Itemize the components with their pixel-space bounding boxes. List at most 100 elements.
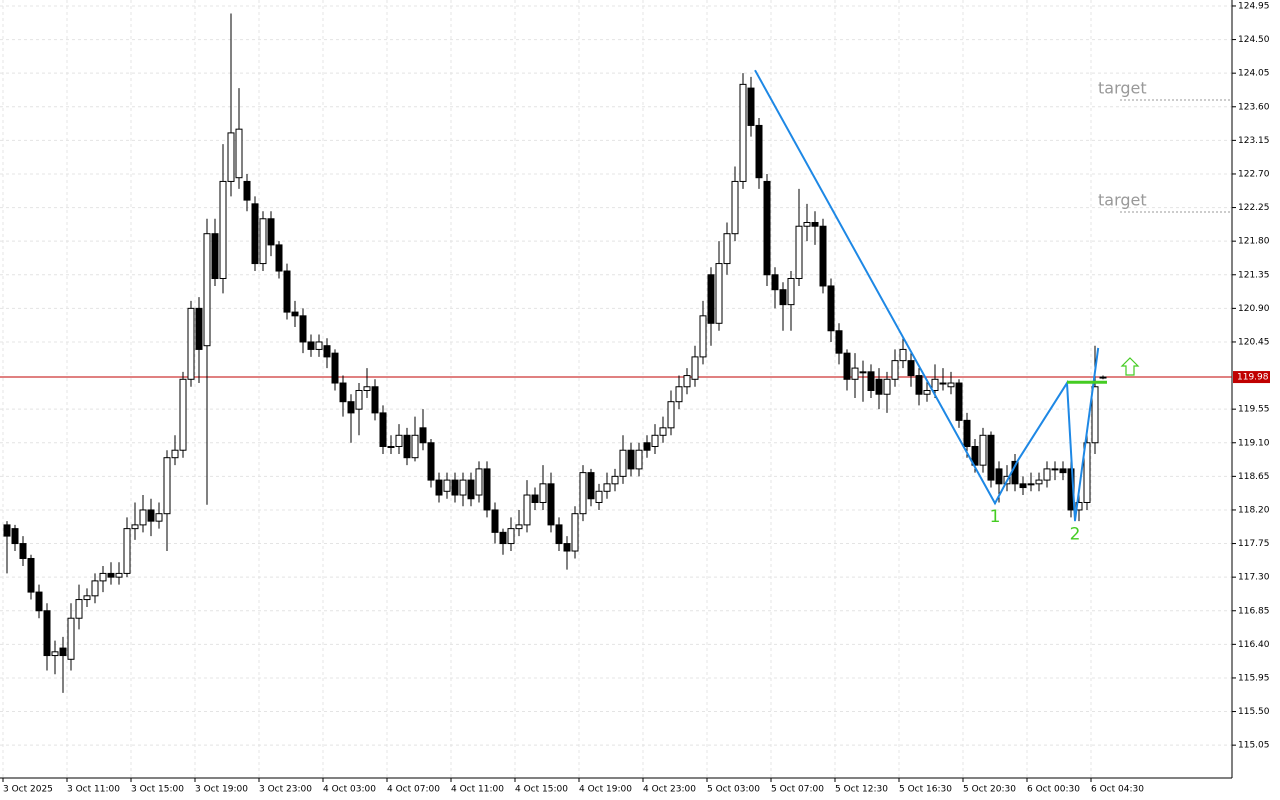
- candle-body: [891, 360, 899, 380]
- point-label: 2: [1070, 524, 1081, 544]
- candle-body: [443, 479, 451, 492]
- target-label: target: [1098, 191, 1147, 210]
- candle-body: [283, 270, 291, 313]
- candle-body: [411, 434, 419, 459]
- x-tick-label: 6 Oct 00:30: [1027, 785, 1080, 795]
- candle-body: [1027, 483, 1035, 486]
- x-tick-label: 5 Oct 16:30: [899, 785, 952, 795]
- candle-body: [835, 330, 843, 354]
- y-tick-label: 119.10: [1238, 438, 1270, 448]
- candle-body: [667, 401, 675, 429]
- candle-body: [987, 434, 995, 481]
- candle-body: [11, 528, 19, 545]
- candle-body: [307, 341, 315, 350]
- point-label: 1: [990, 507, 1001, 527]
- candle-body: [963, 419, 971, 447]
- x-tick-label: 5 Oct 20:30: [963, 785, 1016, 795]
- y-tick-label: 120.90: [1238, 304, 1270, 314]
- candle-body: [515, 524, 523, 530]
- x-tick-label: 3 Oct 11:00: [67, 785, 120, 795]
- candle-body: [723, 233, 731, 265]
- y-tick-label: 115.05: [1238, 741, 1270, 751]
- candle-body: [1035, 479, 1043, 485]
- candle-body: [1059, 468, 1067, 474]
- candle-body: [947, 382, 955, 388]
- y-tick-label: 124.95: [1238, 1, 1270, 11]
- candle-body: [467, 479, 475, 500]
- y-tick-label: 120.45: [1238, 337, 1270, 347]
- last-price-box: [1233, 371, 1270, 384]
- candle-body: [83, 595, 91, 601]
- candle-body: [107, 572, 115, 578]
- candle-body: [195, 307, 203, 350]
- candle-body: [867, 371, 875, 391]
- y-tick-label: 119.55: [1238, 405, 1270, 415]
- x-tick-label: 4 Oct 11:00: [451, 785, 504, 795]
- y-tick-label: 115.95: [1238, 673, 1270, 683]
- candle-body: [923, 389, 931, 395]
- candle-body: [435, 479, 443, 496]
- candle-body: [187, 307, 195, 380]
- y-tick-label: 121.35: [1238, 270, 1270, 280]
- candle-body: [299, 315, 307, 343]
- y-tick-label: 124.50: [1238, 35, 1270, 45]
- candle-body: [1099, 376, 1107, 379]
- candle-body: [1043, 468, 1051, 481]
- candle-body: [539, 483, 547, 503]
- candle-body: [1083, 442, 1091, 503]
- candle-body: [227, 132, 235, 182]
- candle-body: [907, 360, 915, 377]
- candle-body: [731, 180, 739, 235]
- candle-body: [427, 442, 435, 481]
- candle-body: [635, 449, 643, 470]
- candle-body: [243, 180, 251, 201]
- pattern-line: [754, 69, 1100, 521]
- candle-body: [1019, 483, 1027, 489]
- candle-body: [819, 225, 827, 287]
- y-tick-label: 122.25: [1238, 203, 1270, 213]
- candle-body: [355, 389, 363, 410]
- candle-body: [547, 483, 555, 526]
- candle-body: [827, 285, 835, 332]
- candle-body: [595, 490, 603, 503]
- candle-body: [323, 345, 331, 358]
- x-tick-label: 5 Oct 07:00: [771, 785, 824, 795]
- candle-body: [67, 617, 75, 660]
- candle-body: [275, 244, 283, 272]
- candle-body: [995, 468, 1003, 485]
- candle-body: [43, 610, 51, 657]
- candle-body: [395, 434, 403, 447]
- candle-body: [123, 528, 131, 574]
- candle-body: [475, 468, 483, 496]
- x-tick-label: 3 Oct 19:00: [195, 785, 248, 795]
- candle-body: [627, 449, 635, 470]
- candle-body: [659, 427, 667, 436]
- candle-body: [683, 375, 691, 388]
- x-tick-label: 4 Oct 19:00: [579, 785, 632, 795]
- candle-body: [459, 479, 467, 496]
- candle-body: [883, 378, 891, 395]
- candle-body: [51, 651, 59, 657]
- candle-body: [715, 263, 723, 324]
- candle-body: [27, 557, 35, 593]
- point-marker: [1074, 519, 1076, 522]
- candle-body: [1091, 386, 1099, 444]
- candle-body: [179, 378, 187, 451]
- candle-body: [747, 87, 755, 126]
- candle-body: [579, 472, 587, 515]
- candle-body: [379, 412, 387, 447]
- candle-body: [291, 311, 299, 317]
- candle-body: [803, 221, 811, 227]
- y-tick-label: 117.75: [1238, 539, 1270, 549]
- candle-body: [931, 378, 939, 391]
- x-tick-label: 6 Oct 04:30: [1091, 785, 1144, 795]
- candle-body: [171, 449, 179, 459]
- candle-body: [19, 543, 27, 559]
- candle-body: [347, 401, 355, 414]
- candle-body: [787, 277, 795, 306]
- candle-body: [35, 591, 43, 612]
- x-tick-label: 4 Oct 03:00: [323, 785, 376, 795]
- candle-body: [91, 580, 99, 597]
- candle-body: [771, 274, 779, 291]
